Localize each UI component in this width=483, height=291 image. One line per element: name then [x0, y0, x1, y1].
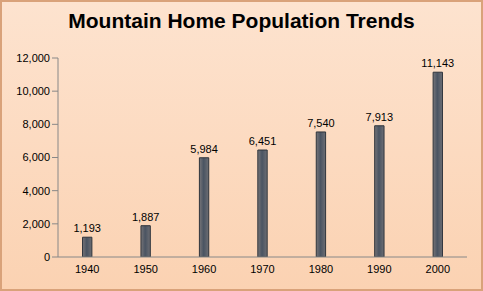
svg-text:11,143: 11,143 [421, 57, 454, 69]
svg-text:1950: 1950 [133, 263, 157, 275]
svg-text:1940: 1940 [75, 263, 99, 275]
svg-text:10,000: 10,000 [16, 85, 50, 97]
svg-text:1,193: 1,193 [73, 222, 101, 234]
svg-text:4,000: 4,000 [22, 185, 50, 197]
svg-text:7,913: 7,913 [366, 111, 394, 123]
svg-text:0: 0 [44, 251, 50, 263]
svg-text:2000: 2000 [426, 263, 450, 275]
svg-text:1990: 1990 [367, 263, 391, 275]
svg-text:5,984: 5,984 [190, 143, 218, 155]
svg-text:2,000: 2,000 [22, 218, 50, 230]
svg-text:7,540: 7,540 [307, 117, 335, 129]
svg-text:1960: 1960 [192, 263, 216, 275]
svg-text:1970: 1970 [250, 263, 274, 275]
html-text:Mountain Home Population Trend: Mountain Home Population Trends [68, 9, 415, 32]
svg-text:1,887: 1,887 [132, 211, 160, 223]
svg-text:12,000: 12,000 [16, 52, 50, 64]
svg-text:6,451: 6,451 [249, 135, 277, 147]
svg-text:6,000: 6,000 [22, 151, 50, 163]
svg-text:1980: 1980 [309, 263, 333, 275]
svg-text:8,000: 8,000 [22, 118, 50, 130]
